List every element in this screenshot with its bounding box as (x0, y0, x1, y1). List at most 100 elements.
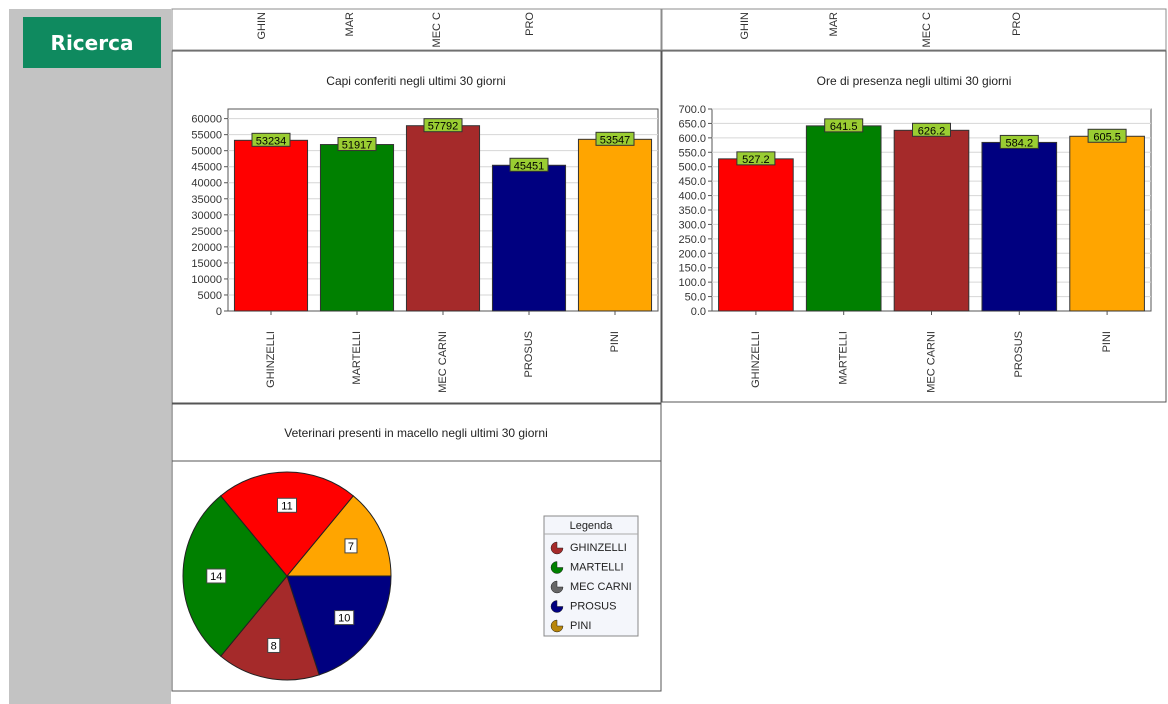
y-tick-label: 200.0 (678, 248, 706, 260)
legend-item: MEC CARNI (570, 581, 632, 593)
y-tick-label: 5000 (198, 290, 222, 302)
y-tick-label: 100.0 (678, 277, 706, 289)
y-tick-label: 35000 (191, 194, 222, 206)
pie-slice (286, 575, 392, 676)
y-tick-label: 25000 (191, 226, 222, 238)
data-label: 527.2 (742, 154, 770, 166)
y-tick-label: 650.0 (678, 118, 706, 130)
x-tick-label: PINI (1101, 331, 1113, 352)
data-label: 53547 (600, 134, 631, 146)
slice-label: 8 (271, 640, 277, 652)
slice-label: 14 (210, 571, 222, 583)
bar (981, 141, 1058, 312)
pie-slice (285, 495, 392, 577)
legend-item: MARTELLI (570, 562, 624, 574)
legend-item: GHINZELLI (570, 542, 627, 554)
data-label-box (337, 137, 377, 152)
legend-box (543, 515, 639, 637)
data-label: 605.5 (1093, 131, 1121, 143)
bar (805, 125, 882, 312)
cut-axis-label: PRO (1011, 12, 1023, 36)
pie-slice (220, 471, 354, 577)
data-label-box (251, 132, 291, 147)
y-tick-label: 60000 (191, 114, 222, 126)
y-tick-label: 0 (216, 306, 222, 318)
data-label-box (912, 122, 951, 137)
cut-axis-label: PRO (524, 12, 536, 36)
data-label-box (509, 157, 549, 172)
y-tick-label: 300.0 (678, 219, 706, 231)
cut-axis-label: MAR (344, 12, 356, 37)
x-tick-label: MARTELLI (838, 331, 850, 385)
y-tick-label: 50000 (191, 146, 222, 158)
legend-pie-icon (550, 619, 564, 633)
y-tick-label: 600.0 (678, 133, 706, 145)
data-label: 641.5 (830, 121, 858, 133)
slice-label-box (206, 568, 227, 584)
top-strip-left (171, 8, 662, 51)
slice-label-box (267, 637, 281, 653)
x-tick-label: PROSUS (523, 331, 535, 377)
x-tick-label: PROSUS (1013, 331, 1025, 377)
y-tick-label: 450.0 (678, 176, 706, 188)
y-tick-label: 0.0 (691, 306, 706, 318)
search-button[interactable]: Ricerca (23, 17, 161, 68)
slice-label: 10 (338, 613, 350, 625)
y-tick-label: 45000 (191, 162, 222, 174)
pie-legend: Legenda GHINZELLI MARTELLI MEC CARNI PROSUS P… (543, 515, 639, 637)
legend-pie-icon (550, 561, 564, 574)
slice-label: 11 (281, 500, 292, 512)
y-tick-label: 30000 (191, 210, 222, 222)
bar-chart-ore: Ore di presenza negli ultimi 30 giorni 0.… (678, 74, 1152, 393)
y-tick-label: 55000 (191, 130, 222, 142)
legend-item: PINI (570, 620, 591, 632)
slice-label: 7 (348, 541, 354, 553)
x-tick-label: GHINZELLI (750, 331, 762, 388)
bar (1069, 135, 1145, 312)
y-tick-label: 550.0 (678, 147, 706, 159)
top-strip-right (661, 8, 1167, 51)
legend-pie-icon (550, 600, 564, 613)
data-label-box (1087, 128, 1127, 143)
cut-axis-label: MAR (828, 12, 840, 37)
data-label: 57792 (428, 121, 459, 133)
y-tick-label: 350.0 (678, 205, 706, 217)
y-tick-label: 40000 (191, 178, 222, 190)
sidebar (9, 9, 171, 704)
chart-title: Veterinari presenti in macello negli ult… (284, 426, 547, 440)
data-label: 45451 (514, 160, 545, 172)
pie-slice (220, 574, 320, 681)
x-tick-label: MEC CARNI (437, 331, 449, 393)
legend-item: PROSUS (570, 601, 616, 613)
y-tick-label: 15000 (191, 258, 222, 270)
data-label: 53234 (256, 135, 287, 147)
chart-title: Ore di presenza negli ultimi 30 giorni (817, 74, 1012, 88)
data-label-box (824, 118, 864, 133)
x-tick-label: MARTELLI (351, 331, 363, 385)
slice-label-box (344, 538, 358, 554)
bar (319, 144, 395, 312)
cut-axis-label: GHIN (739, 12, 751, 40)
x-tick-label: GHINZELLI (265, 331, 277, 388)
bar (893, 129, 970, 312)
data-label-box (736, 151, 776, 166)
bar (233, 139, 309, 312)
y-tick-label: 500.0 (678, 162, 706, 174)
legend-pie-icon (550, 541, 564, 555)
data-label: 626.2 (918, 125, 946, 137)
cut-axis-label: MEC C (431, 12, 443, 48)
y-tick-label: 20000 (191, 242, 222, 254)
data-label-box (423, 118, 463, 133)
pie-chart-veterinari: Veterinari presenti in macello negli ult… (182, 426, 639, 681)
bar (405, 125, 481, 312)
data-label: 51917 (342, 140, 373, 152)
data-label-box (595, 131, 635, 146)
x-tick-label: PINI (609, 331, 621, 352)
legend-title: Legenda (570, 520, 614, 532)
bar (491, 164, 567, 312)
y-tick-label: 50.0 (685, 292, 706, 304)
data-label-box (999, 134, 1039, 149)
bar (718, 158, 794, 312)
cut-axis-label: GHIN (256, 12, 268, 40)
